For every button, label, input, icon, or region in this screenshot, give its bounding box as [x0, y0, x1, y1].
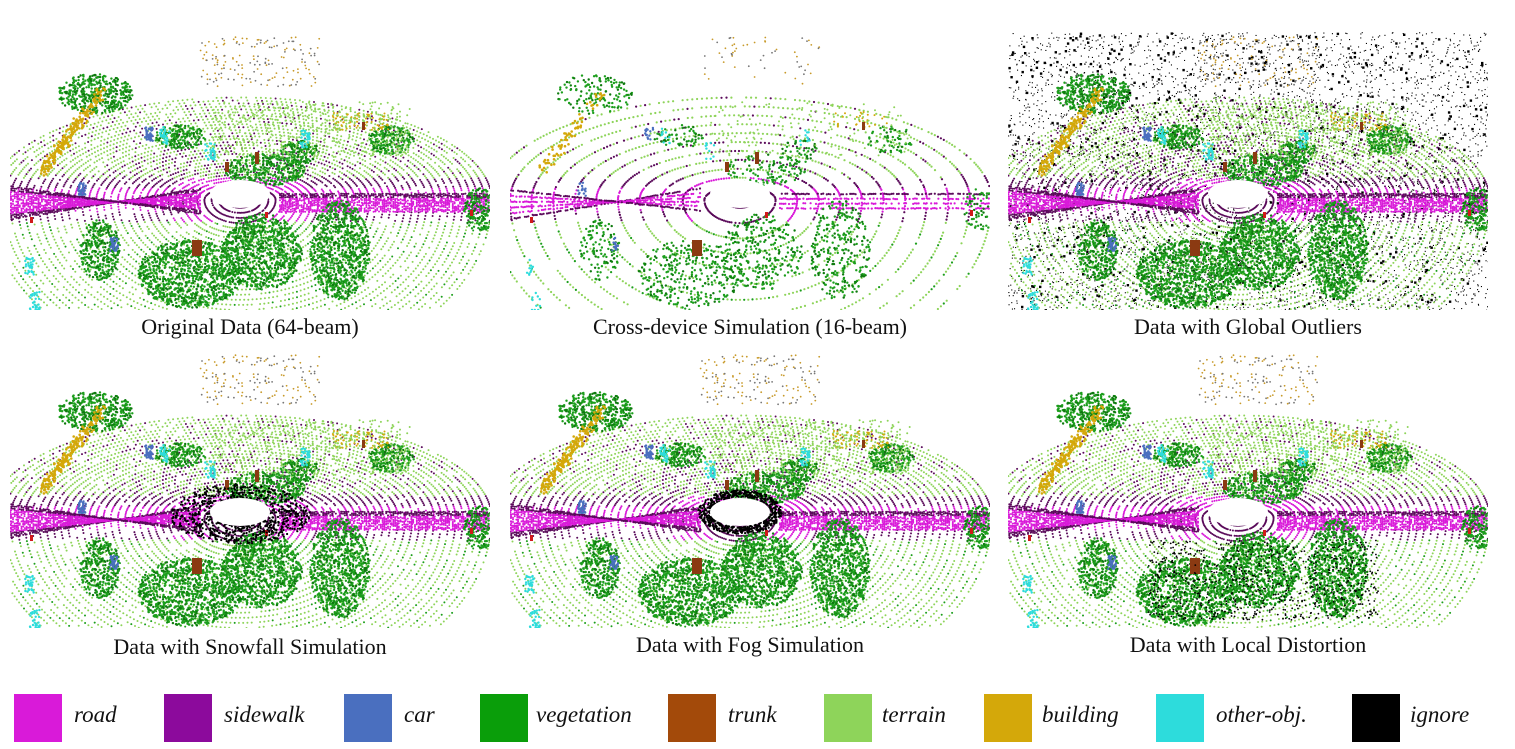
scene-panel-original	[10, 32, 490, 310]
legend-label-other-obj: other-obj.	[1216, 700, 1307, 730]
legend-label-sidewalk: sidewalk	[224, 700, 305, 730]
scene-panel-fog	[510, 350, 990, 628]
scene-panel-distort	[1008, 350, 1488, 628]
point-cloud-snow	[10, 350, 490, 628]
legend-swatch-trunk	[668, 694, 716, 742]
scene-panel-sparse	[510, 32, 990, 310]
caption-distort: Data with Local Distortion	[1008, 632, 1488, 658]
caption-fog: Data with Fog Simulation	[510, 632, 990, 658]
point-cloud-outliers	[1008, 32, 1488, 310]
legend-swatch-other-obj	[1156, 694, 1204, 742]
legend-swatch-building	[984, 694, 1032, 742]
caption-original: Original Data (64-beam)	[10, 314, 490, 340]
point-cloud-fog	[510, 350, 990, 628]
legend-label-car: car	[404, 700, 435, 730]
caption-outliers: Data with Global Outliers	[1008, 314, 1488, 340]
legend-label-terrain: terrain	[882, 700, 946, 730]
legend-label-vegetation: vegetation	[536, 700, 632, 730]
legend-label-road: road	[74, 700, 117, 730]
scene-panel-snow	[10, 350, 490, 628]
caption-sparse: Cross-device Simulation (16-beam)	[510, 314, 990, 340]
point-cloud-distort	[1008, 350, 1488, 628]
scene-panel-outliers	[1008, 32, 1488, 310]
point-cloud-sparse	[510, 32, 990, 310]
legend-swatch-ignore	[1352, 694, 1400, 742]
legend-label-ignore: ignore	[1410, 700, 1469, 730]
legend-swatch-terrain	[824, 694, 872, 742]
legend-swatch-road	[14, 694, 62, 742]
legend-swatch-car	[344, 694, 392, 742]
point-cloud-original	[10, 32, 490, 310]
legend-label-trunk: trunk	[728, 700, 777, 730]
legend-swatch-sidewalk	[164, 694, 212, 742]
legend-swatch-vegetation	[480, 694, 528, 742]
caption-snow: Data with Snowfall Simulation	[10, 634, 490, 660]
legend-label-building: building	[1042, 700, 1119, 730]
